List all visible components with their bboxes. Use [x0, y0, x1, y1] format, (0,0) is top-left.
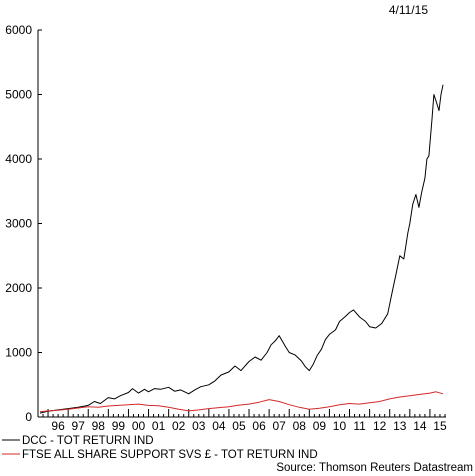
x-tick-label: 05	[232, 419, 246, 433]
plot-lines	[39, 84, 444, 414]
dcc-series-line	[39, 84, 444, 414]
y-tick-label: 2000	[5, 281, 32, 295]
legend-label-dcc: DCC - TOT RETURN IND	[22, 435, 154, 447]
y-axis: 0 1000 2000 3000 4000 5000 6000	[5, 23, 42, 424]
x-tick-label: 02	[172, 419, 186, 433]
x-tick-label: 99	[112, 419, 126, 433]
x-tick-label: 11	[353, 419, 366, 433]
y-tick-label: 4000	[5, 152, 32, 166]
y-tick-label: 6000	[5, 23, 32, 37]
legend-label-ftse: FTSE ALL SHARE SUPPORT SVS £ - TOT RETUR…	[22, 449, 318, 461]
y-tick-label: 5000	[5, 88, 32, 102]
x-tick-label: 13	[393, 419, 407, 433]
x-tick-label: 00	[132, 419, 146, 433]
x-tick-label: 10	[333, 419, 347, 433]
x-tick-label: 96	[51, 419, 65, 433]
x-axis: 96 97 98 99 00 01 02 03 04 05 06 07 08 09 10 11 12 13 14 15	[37, 409, 447, 433]
x-tick-label: 07	[273, 419, 287, 433]
x-tick-label: 14	[413, 419, 427, 433]
y-tick-label: 3000	[5, 217, 32, 231]
x-tick-label: 04	[212, 419, 226, 433]
x-tick-label: 09	[313, 419, 327, 433]
y-tick-label: 1000	[5, 346, 32, 360]
x-tick-label: 08	[293, 419, 307, 433]
x-tick-label: 15	[433, 419, 447, 433]
x-tick-label: 97	[72, 419, 86, 433]
x-tick-label: 12	[373, 419, 387, 433]
y-tick-label: 0	[25, 410, 32, 424]
x-tick-label: 06	[252, 419, 266, 433]
x-tick-label: 03	[192, 419, 206, 433]
ftse-series-line	[39, 391, 444, 413]
x-tick-label: 01	[152, 419, 166, 433]
x-tick-label: 98	[92, 419, 106, 433]
legend: DCC - TOT RETURN IND FTSE ALL SHARE SUPP…	[2, 435, 318, 461]
chart-date: 4/11/15	[389, 3, 428, 17]
source-note: Source: Thomson Reuters Datastream	[276, 462, 473, 474]
